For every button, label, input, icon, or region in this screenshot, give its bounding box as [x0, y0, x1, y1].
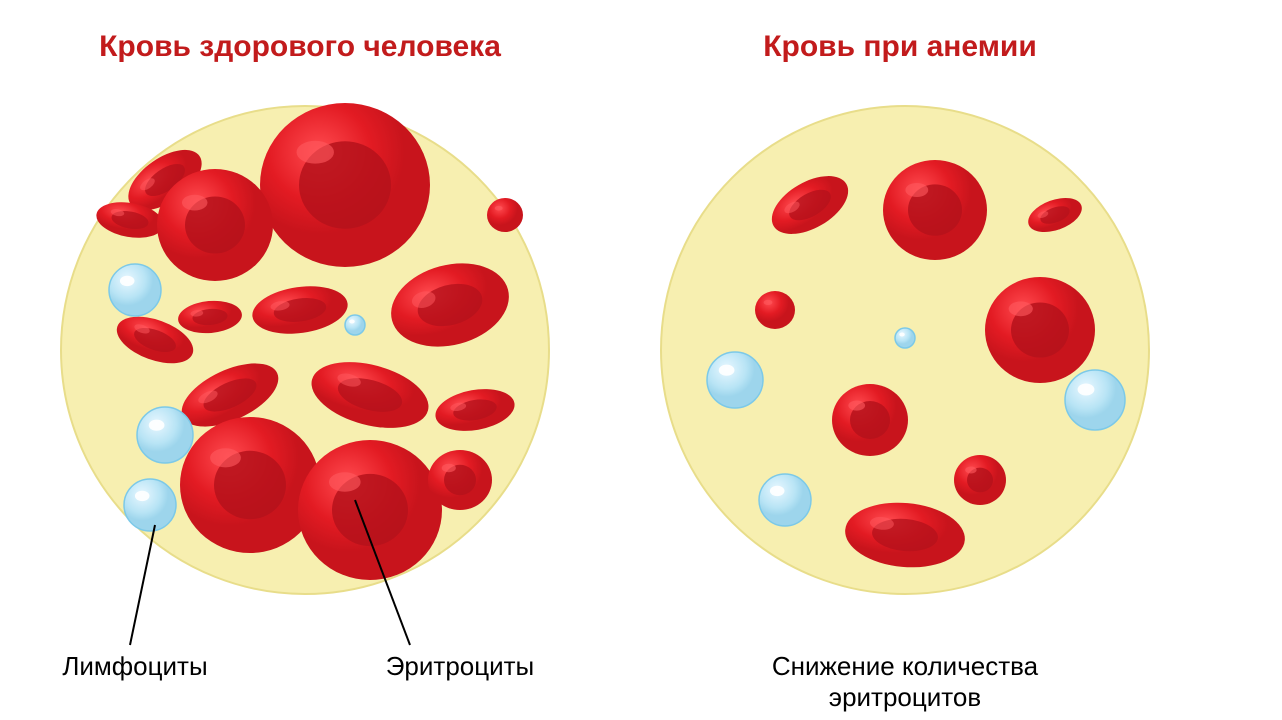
caption-line1: Снижение количества: [772, 651, 1038, 681]
title-healthy: Кровь здорового человека: [0, 30, 600, 64]
petri-right: [660, 105, 1150, 595]
label-anemia-caption: Снижение количества эритроцитов: [705, 651, 1105, 713]
caption-line2: эритроцитов: [829, 682, 981, 712]
petri-left: [60, 105, 550, 595]
title-anemia: Кровь при анемии: [600, 30, 1200, 64]
label-erythrocyte: Эритроциты: [350, 651, 570, 682]
label-lymphocyte: Лимфоциты: [25, 651, 245, 682]
